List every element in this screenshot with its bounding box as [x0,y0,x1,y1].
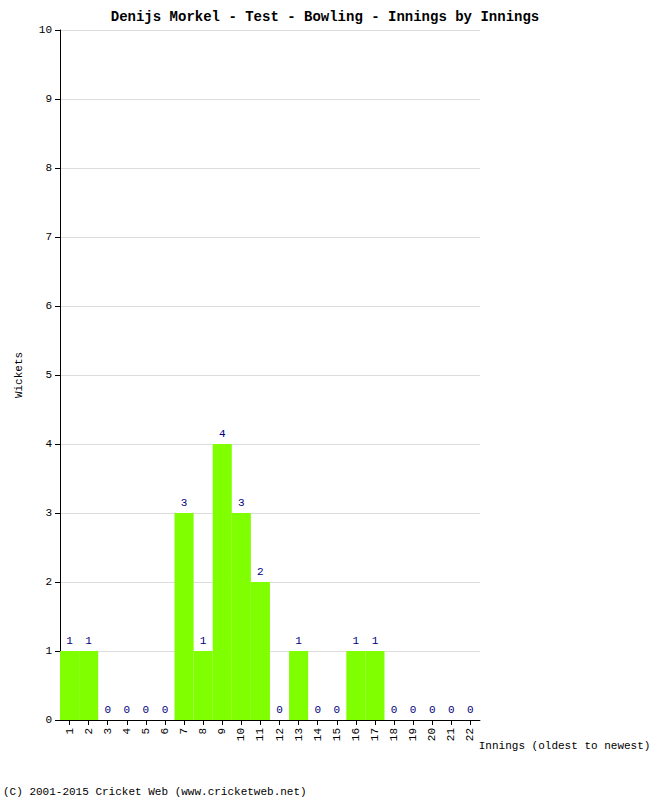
svg-text:Wickets: Wickets [13,352,25,398]
svg-text:1: 1 [200,635,207,647]
svg-text:5: 5 [45,369,52,381]
svg-text:1: 1 [372,635,379,647]
svg-text:6: 6 [45,300,52,312]
svg-text:13: 13 [293,728,305,741]
svg-text:21: 21 [445,728,457,742]
svg-text:1: 1 [295,635,302,647]
svg-text:Innings (oldest to newest): Innings (oldest to newest) [479,740,650,752]
svg-text:9: 9 [45,93,52,105]
svg-text:0: 0 [429,704,436,716]
svg-text:22: 22 [464,728,476,741]
svg-text:10: 10 [235,728,247,741]
svg-text:2: 2 [83,728,95,735]
svg-text:12: 12 [274,728,286,741]
svg-text:20: 20 [426,728,438,741]
svg-text:2: 2 [45,576,52,588]
svg-text:1: 1 [353,635,360,647]
svg-text:0: 0 [314,704,321,716]
svg-text:0: 0 [104,704,111,716]
svg-text:(C) 2001-2015 Cricket Web (www: (C) 2001-2015 Cricket Web (www.cricketwe… [3,786,307,798]
svg-text:4: 4 [121,728,133,735]
svg-text:4: 4 [45,438,52,450]
svg-text:0: 0 [143,704,150,716]
svg-text:0: 0 [333,704,340,716]
svg-text:0: 0 [467,704,474,716]
svg-text:1: 1 [66,635,73,647]
svg-text:6: 6 [159,728,171,735]
svg-text:8: 8 [45,162,52,174]
svg-text:3: 3 [102,728,114,735]
svg-text:3: 3 [181,497,188,509]
svg-text:0: 0 [391,704,398,716]
svg-text:10: 10 [39,24,52,36]
svg-text:3: 3 [238,497,245,509]
svg-text:0: 0 [124,704,131,716]
svg-text:4: 4 [219,428,226,440]
svg-text:1: 1 [85,635,92,647]
svg-text:0: 0 [448,704,455,716]
svg-text:8: 8 [197,728,209,735]
svg-text:0: 0 [162,704,169,716]
svg-text:16: 16 [350,728,362,741]
svg-text:0: 0 [276,704,283,716]
svg-text:11: 11 [254,728,266,742]
svg-text:0: 0 [410,704,417,716]
svg-text:7: 7 [45,231,52,243]
svg-text:1: 1 [64,728,76,735]
svg-text:17: 17 [369,728,381,741]
svg-text:9: 9 [216,728,228,735]
svg-text:7: 7 [178,728,190,735]
svg-text:14: 14 [312,728,324,742]
svg-text:5: 5 [140,728,152,735]
svg-text:2: 2 [257,566,264,578]
svg-text:3: 3 [45,507,52,519]
svg-text:15: 15 [331,728,343,741]
svg-text:18: 18 [388,728,400,741]
svg-text:Denijs Morkel - Test - Bowling: Denijs Morkel - Test - Bowling - Innings… [111,9,539,25]
svg-text:1: 1 [45,645,52,657]
svg-text:0: 0 [45,714,52,726]
svg-text:19: 19 [407,728,419,741]
